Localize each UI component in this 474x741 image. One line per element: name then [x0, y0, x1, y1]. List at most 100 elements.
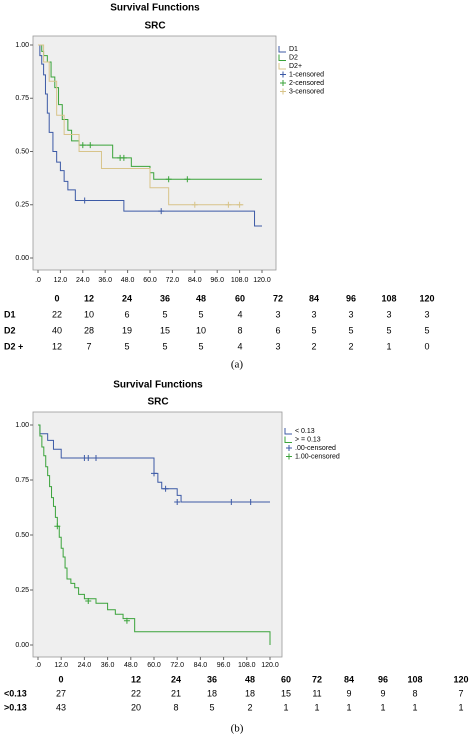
y-tick-label: 0.50: [15, 532, 29, 539]
risk-count: 5: [162, 341, 167, 351]
censor-mark: [225, 201, 232, 208]
caption: (a): [231, 359, 244, 371]
plot-area: [32, 35, 277, 271]
risk-time: 48: [245, 674, 255, 684]
risk-time: 96: [346, 293, 356, 303]
legend-symbol: [278, 54, 286, 61]
censor-mark: [123, 617, 130, 624]
legend-symbol: [284, 428, 292, 435]
risk-time: 36: [207, 674, 217, 684]
x-tick-label: 120.0: [261, 662, 279, 669]
y-tick-label: 0.00: [15, 255, 29, 262]
censor-mark: [79, 142, 86, 149]
legend-symbol: [286, 453, 292, 460]
risk-count: 6: [275, 325, 280, 335]
survival-curve: [38, 44, 244, 206]
chart-title: Survival Functions: [110, 3, 200, 14]
censor-mark: [191, 201, 198, 208]
y-tick-label: 0.00: [15, 642, 29, 649]
risk-row-label: D1: [4, 309, 16, 319]
survival-curve: [38, 424, 270, 503]
risk-count: 8: [237, 325, 242, 335]
censor-mark: [151, 470, 157, 477]
x-tick-label: 48.0: [124, 662, 138, 669]
y-tick-label: 0.75: [15, 95, 29, 102]
risk-count: 0: [424, 341, 429, 351]
risk-time: 60: [235, 293, 245, 303]
legend-label: 1.00-censored: [295, 453, 340, 460]
caption: (b): [231, 723, 244, 735]
x-tick-label: 48.0: [121, 277, 135, 284]
risk-count: 40: [52, 325, 62, 335]
risk-row-label: <0.13: [4, 688, 27, 698]
risk-count: 6: [124, 309, 129, 319]
risk-time: 72: [312, 674, 322, 684]
x-tick-label: 96.0: [210, 277, 224, 284]
risk-count: 8: [173, 702, 178, 712]
y-tick-label: 1.00: [15, 42, 29, 49]
x-tick-label: 24.0: [76, 277, 90, 284]
censor-mark: [165, 176, 172, 183]
risk-count: 3: [348, 309, 353, 319]
risk-count: 2: [311, 341, 316, 351]
legend-label: D1: [289, 46, 298, 53]
risk-count: 1: [386, 341, 391, 351]
risk-count: 5: [209, 702, 214, 712]
risk-count: 4: [237, 309, 242, 319]
risk-count: 3: [311, 309, 316, 319]
risk-time: 0: [58, 674, 63, 684]
plot-area: [32, 411, 283, 658]
censor-mark: [87, 142, 94, 149]
risk-row-label: >0.13: [4, 702, 27, 712]
censor-mark: [162, 485, 169, 492]
risk-count: 1: [346, 702, 351, 712]
y-tick-label: 0.50: [15, 148, 29, 155]
risk-count: 5: [311, 325, 316, 335]
legend-symbol: [286, 445, 292, 451]
y-tick-label: 0.25: [15, 202, 29, 209]
x-tick-label: 12.0: [54, 662, 68, 669]
x-tick-label: 24.0: [78, 662, 92, 669]
risk-count: 7: [86, 341, 91, 351]
survival-curve: [38, 424, 271, 645]
x-tick-label: 108.0: [238, 662, 256, 669]
risk-count: 1: [314, 702, 319, 712]
risk-count: 7: [458, 688, 463, 698]
risk-count: 18: [207, 688, 217, 698]
x-tick-label: 108.0: [231, 277, 249, 284]
censor-mark: [247, 499, 254, 505]
risk-time: 120: [453, 674, 468, 684]
x-tick-label: 12.0: [54, 277, 68, 284]
risk-time: 84: [344, 674, 354, 684]
chart-subtitle: SRC: [147, 397, 168, 408]
risk-count: 5: [124, 341, 129, 351]
chart-subtitle: SRC: [144, 21, 165, 32]
risk-count: 1: [283, 702, 288, 712]
risk-time: 24: [122, 293, 132, 303]
risk-row-label: D2: [4, 325, 16, 335]
risk-time: 12: [131, 674, 141, 684]
y-tick-label: 0.25: [15, 587, 29, 594]
risk-count: 8: [412, 688, 417, 698]
censor-mark: [174, 499, 181, 505]
risk-count: 22: [52, 309, 62, 319]
censor-mark: [85, 455, 92, 461]
censor-mark: [228, 499, 235, 505]
censor-mark: [93, 455, 99, 461]
legend-label: D2: [289, 54, 298, 61]
risk-count: 5: [162, 309, 167, 319]
risk-count: 2: [348, 341, 353, 351]
x-tick-label: 84.0: [194, 662, 208, 669]
risk-count: 2: [247, 702, 252, 712]
risk-time: 96: [378, 674, 388, 684]
risk-count: 9: [380, 688, 385, 698]
x-tick-label: 72.0: [170, 662, 184, 669]
risk-count: 11: [312, 688, 321, 698]
risk-count: 3: [275, 341, 280, 351]
risk-count: 21: [171, 688, 181, 698]
censor-mark: [120, 154, 127, 161]
risk-count: 28: [84, 325, 94, 335]
legend-symbol: [280, 71, 286, 78]
risk-time: 48: [196, 293, 206, 303]
